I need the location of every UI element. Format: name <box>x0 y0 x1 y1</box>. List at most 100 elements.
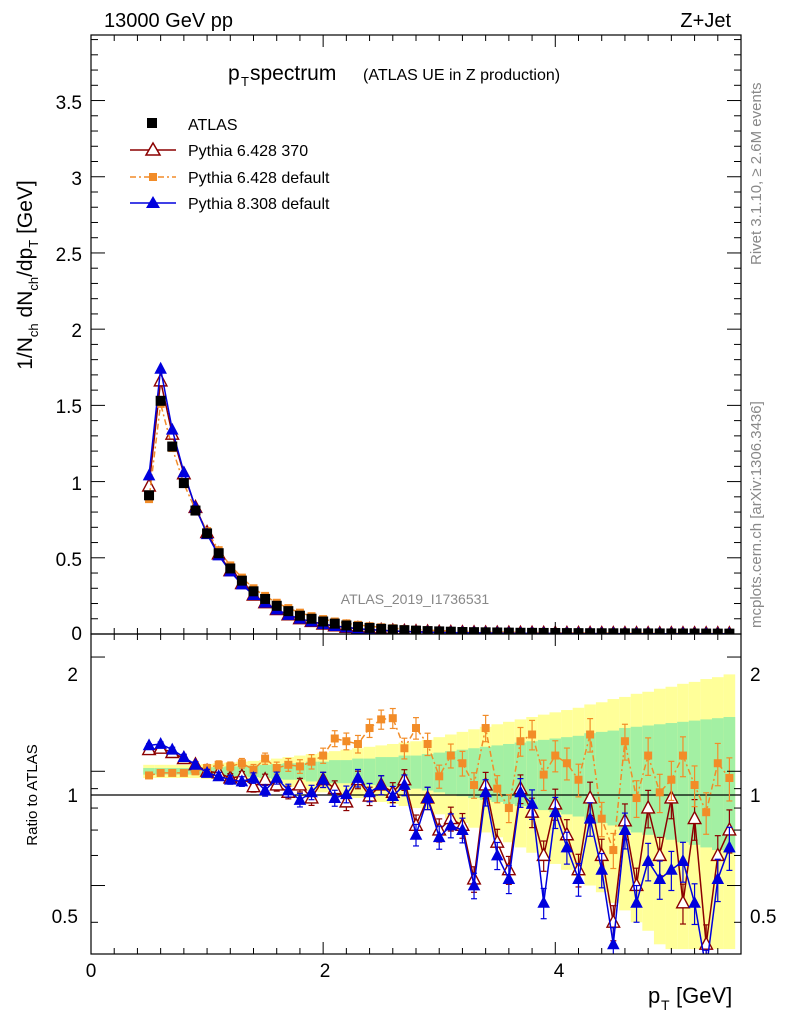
atlas-data-point <box>318 616 329 627</box>
ratio-py6-370-point <box>536 846 552 862</box>
title-sub: T <box>241 74 249 89</box>
ratio-py6-default-point <box>644 751 653 760</box>
ratio-py8-default-point <box>235 774 249 787</box>
legend-item-atlas: ATLAS <box>147 117 238 134</box>
ratio-band-inner <box>491 745 504 802</box>
ratio-py8-default-point <box>653 872 667 884</box>
ratio-py6-default-point <box>272 764 281 773</box>
legend-item-py6-370: Pythia 6.428 370 <box>130 141 308 160</box>
atlas-data-point <box>167 441 178 452</box>
ratio-band-inner <box>595 731 608 824</box>
ratio-band-inner <box>421 754 434 791</box>
ratio-band-inner <box>375 757 387 787</box>
ratio-py8-default-point <box>456 823 469 835</box>
atlas-data-point <box>724 628 735 634</box>
ratio-py8-default-point <box>444 818 458 831</box>
ratio-py6-default-point <box>249 765 258 774</box>
ratio-py8-default-point <box>723 840 736 853</box>
ratio-py8-default-point <box>711 872 725 884</box>
ratio-py8-default-point <box>409 827 423 840</box>
y-tick-3: 3 <box>71 169 82 190</box>
ratio-py8-default-point <box>618 823 632 835</box>
ratio-py8-default-point <box>490 848 504 861</box>
atlas-data-point <box>225 563 236 574</box>
ratio-band-inner <box>677 721 689 843</box>
ratio-tick-0.5-right: 0.5 <box>750 907 776 928</box>
ratio-py6-default-point <box>562 759 571 768</box>
ratio-py6-default-point <box>365 724 374 733</box>
atlas-data-point <box>608 628 619 634</box>
y-tick-3.5: 3.5 <box>56 93 82 114</box>
ratio-py8-default-point <box>200 765 214 778</box>
ratio-py8-default-point <box>583 811 597 824</box>
title-detail: (ATLAS UE in Z production) <box>363 67 560 84</box>
ratio-series <box>141 707 737 954</box>
ratio-py6-default-point <box>295 762 304 771</box>
legend-marker-py8-default <box>146 196 160 208</box>
ratio-py6-default-point <box>412 724 420 733</box>
ratio-py6-default-point <box>586 730 595 739</box>
ratio-py8-default-point <box>514 785 527 798</box>
ratio-py6-default-point <box>481 724 490 733</box>
ratio-py8-default-point <box>560 840 574 853</box>
ratio-py6-default-point <box>516 737 525 746</box>
ratio-py8-default-point <box>467 878 481 891</box>
x-axis-label-unit: [GeV] <box>676 983 732 1008</box>
ratio-py8-default-point <box>421 791 434 803</box>
process-label: Z+Jet <box>680 10 731 32</box>
ratio-band-inner <box>328 760 341 784</box>
ratio-py6-default-point <box>156 768 165 777</box>
ratio-py6-default-point <box>539 770 548 779</box>
ratio-band-inner <box>526 741 538 809</box>
title-main: p <box>228 62 240 85</box>
atlas-data-point <box>260 593 271 604</box>
ratio-py6-default-point <box>632 794 641 803</box>
ratio-py6-default-point <box>423 739 432 748</box>
ratio-py6-370-point <box>675 894 691 909</box>
ratio-py8-default-point <box>548 805 562 818</box>
atlas-data-point <box>445 626 456 634</box>
ratio-py8-default-point <box>502 872 516 884</box>
ratio-py6-default-point <box>353 739 362 748</box>
ratio-tick-1-left: 1 <box>67 786 78 807</box>
axis-ticks <box>90 35 742 954</box>
atlas-data-point <box>399 625 410 634</box>
ratio-py8-default-point <box>537 895 550 908</box>
ratio-tick-2-right: 2 <box>750 665 761 686</box>
ratio-py6-default-point <box>493 784 502 793</box>
legend-marker-py6-default <box>149 173 157 181</box>
ratio-py8-default-point <box>177 750 191 762</box>
mcplots-label: mcplots.cern.ch [arXiv:1306.3436] <box>748 401 765 628</box>
ratio-py8-default-point <box>189 757 202 770</box>
atlas-data-point <box>294 610 305 621</box>
ratio-band-inner <box>630 726 643 833</box>
mcplots-label-text: mcplots.cern.ch [arXiv:1306.3436] <box>748 401 765 628</box>
ratio-py6-370-point <box>292 776 308 791</box>
ratio-py8-default-point <box>607 937 620 950</box>
atlas-data-point <box>515 627 526 634</box>
atlas-data-point <box>422 626 433 634</box>
ratio-py6-default-point <box>504 804 513 813</box>
ratio-py6-default-point <box>667 775 676 784</box>
ratio-py6-default-point <box>330 734 339 743</box>
title-spectrum: spectrum <box>250 62 336 85</box>
atlas-data-point <box>364 622 375 633</box>
rivet-label: Rivet 3.1.10, ≥ 2.6M events <box>748 83 765 266</box>
ratio-py8-default-point <box>258 783 272 796</box>
ratio-band-inner <box>340 760 353 784</box>
atlas-data-point <box>190 505 201 516</box>
ratio-py8-default-point <box>293 793 307 805</box>
atlas-data-point <box>352 621 363 632</box>
ratio-py8-default-point <box>223 772 237 785</box>
ratio-py6-370-point <box>687 810 703 825</box>
ratio-py6-default-point <box>179 768 188 777</box>
atlas-data-point <box>178 478 189 489</box>
y-tick-2.5: 2.5 <box>56 245 82 266</box>
ratio-py8-default-point <box>351 771 365 783</box>
ratio-band-inner <box>410 755 422 789</box>
ratio-py8-default-point <box>270 771 284 783</box>
ratio-py6-370-point <box>640 799 656 814</box>
y-tick-1.5: 1.5 <box>56 397 82 418</box>
ratio-py6-default-point <box>388 714 397 723</box>
atlas-data-point <box>248 586 259 597</box>
